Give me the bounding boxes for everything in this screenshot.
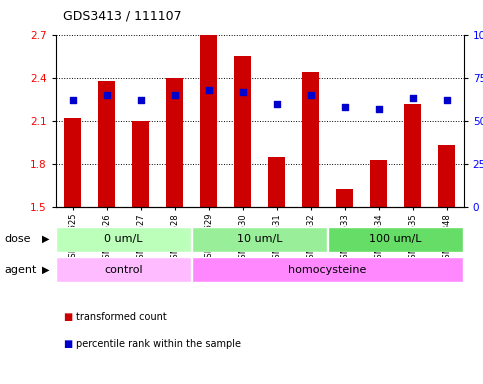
Bar [200, 35, 217, 207]
Bar [56, 257, 191, 282]
Point [103, 92, 111, 98]
Text: homocysteine: homocysteine [288, 265, 367, 275]
Bar [370, 160, 387, 207]
Bar [404, 104, 421, 207]
Bar [302, 72, 319, 207]
Text: ■: ■ [63, 339, 72, 349]
Bar [166, 78, 183, 207]
Point [205, 87, 213, 93]
Text: ■: ■ [63, 312, 72, 322]
Point [375, 106, 383, 112]
Point [273, 101, 281, 107]
Bar [192, 257, 463, 282]
Point [69, 97, 76, 103]
Bar [234, 56, 251, 207]
Point [409, 96, 416, 102]
Text: control: control [104, 265, 143, 275]
Text: dose: dose [5, 234, 31, 244]
Bar [268, 157, 285, 207]
Point [341, 104, 349, 110]
Point [443, 97, 451, 103]
Text: GDS3413 / 111107: GDS3413 / 111107 [63, 10, 182, 23]
Point [239, 89, 246, 95]
Bar [192, 227, 327, 252]
Bar [64, 118, 81, 207]
Bar [132, 121, 149, 207]
Text: percentile rank within the sample: percentile rank within the sample [76, 339, 242, 349]
Point [137, 97, 144, 103]
Text: agent: agent [5, 265, 37, 275]
Text: ▶: ▶ [42, 234, 50, 244]
Bar [438, 146, 455, 207]
Bar [98, 81, 115, 207]
Point [307, 92, 314, 98]
Text: 0 um/L: 0 um/L [104, 234, 143, 244]
Text: 10 um/L: 10 um/L [237, 234, 283, 244]
Text: 100 um/L: 100 um/L [369, 234, 422, 244]
Point [170, 92, 178, 98]
Bar [56, 227, 191, 252]
Text: ▶: ▶ [42, 265, 50, 275]
Text: transformed count: transformed count [76, 312, 167, 322]
Bar [336, 189, 353, 207]
Bar [328, 227, 463, 252]
